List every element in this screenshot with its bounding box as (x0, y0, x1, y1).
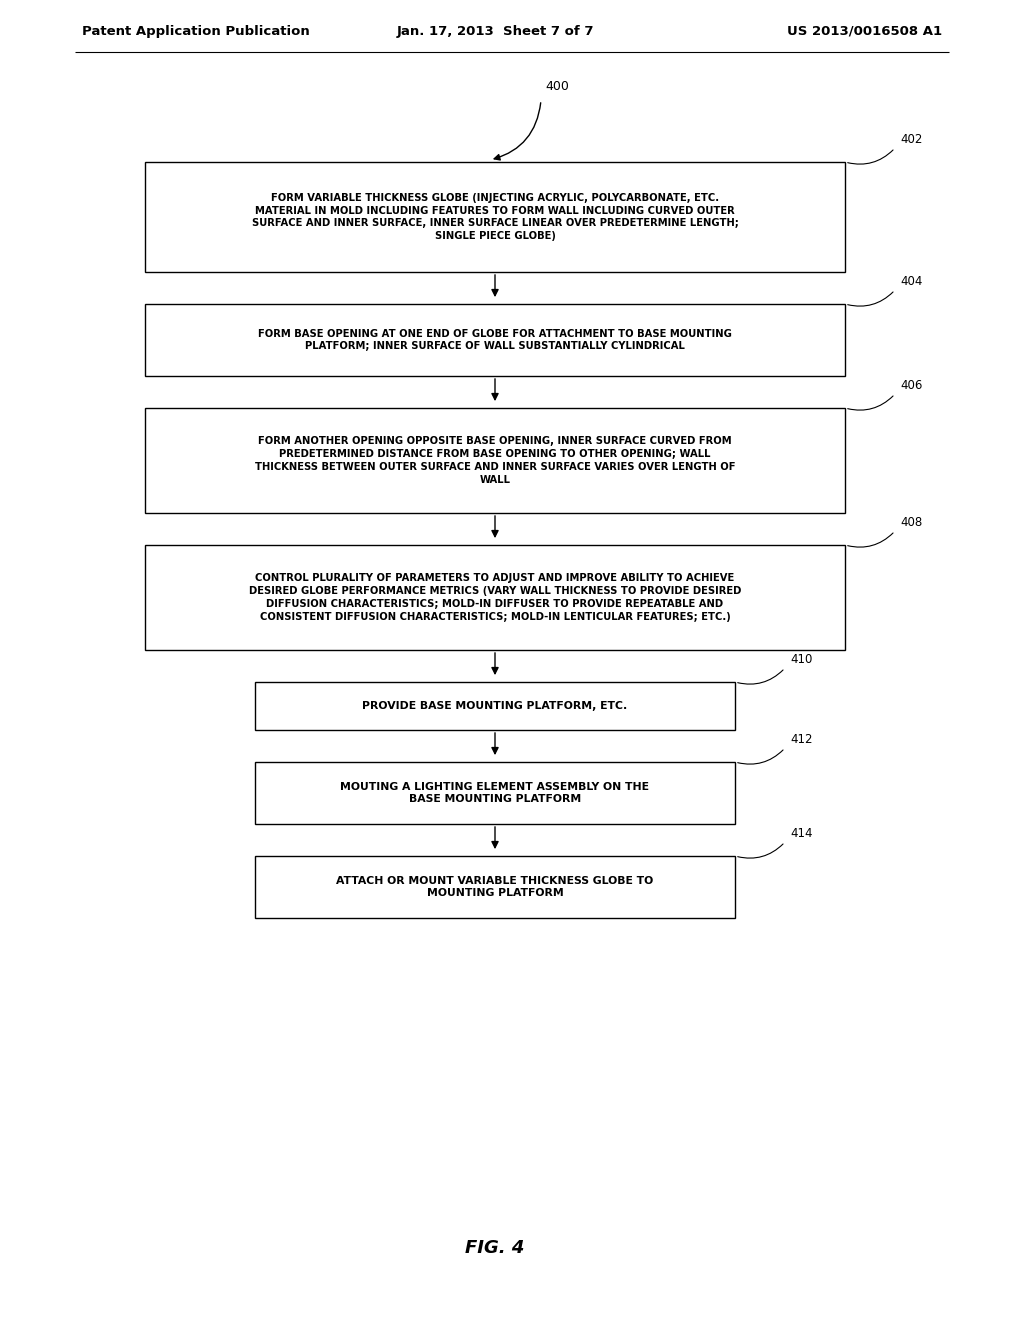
Text: 400: 400 (545, 81, 569, 92)
FancyBboxPatch shape (255, 855, 735, 917)
Text: 404: 404 (900, 275, 923, 288)
FancyBboxPatch shape (255, 682, 735, 730)
Text: PROVIDE BASE MOUNTING PLATFORM, ETC.: PROVIDE BASE MOUNTING PLATFORM, ETC. (362, 701, 628, 711)
Text: 402: 402 (900, 133, 923, 147)
FancyBboxPatch shape (145, 162, 845, 272)
Text: 412: 412 (790, 733, 812, 746)
Text: 406: 406 (900, 379, 923, 392)
Text: FORM BASE OPENING AT ONE END OF GLOBE FOR ATTACHMENT TO BASE MOUNTING
PLATFORM; : FORM BASE OPENING AT ONE END OF GLOBE FO… (258, 329, 732, 351)
FancyBboxPatch shape (145, 304, 845, 376)
Text: FORM ANOTHER OPENING OPPOSITE BASE OPENING, INNER SURFACE CURVED FROM
PREDETERMI: FORM ANOTHER OPENING OPPOSITE BASE OPENI… (255, 437, 735, 484)
Text: Jan. 17, 2013  Sheet 7 of 7: Jan. 17, 2013 Sheet 7 of 7 (396, 25, 594, 38)
Text: FORM VARIABLE THICKNESS GLOBE (INJECTING ACRYLIC, POLYCARBONATE, ETC.
MATERIAL I: FORM VARIABLE THICKNESS GLOBE (INJECTING… (252, 193, 738, 242)
Text: 408: 408 (900, 516, 923, 529)
Text: 410: 410 (790, 653, 812, 667)
FancyBboxPatch shape (145, 408, 845, 513)
FancyBboxPatch shape (255, 762, 735, 824)
Text: Patent Application Publication: Patent Application Publication (82, 25, 309, 38)
FancyBboxPatch shape (145, 545, 845, 649)
Text: CONTROL PLURALITY OF PARAMETERS TO ADJUST AND IMPROVE ABILITY TO ACHIEVE
DESIRED: CONTROL PLURALITY OF PARAMETERS TO ADJUS… (249, 573, 741, 622)
Text: FIG. 4: FIG. 4 (465, 1239, 524, 1257)
Text: MOUTING A LIGHTING ELEMENT ASSEMBLY ON THE
BASE MOUNTING PLATFORM: MOUTING A LIGHTING ELEMENT ASSEMBLY ON T… (341, 781, 649, 804)
Text: ATTACH OR MOUNT VARIABLE THICKNESS GLOBE TO
MOUNTING PLATFORM: ATTACH OR MOUNT VARIABLE THICKNESS GLOBE… (336, 875, 653, 899)
Text: 414: 414 (790, 828, 812, 840)
Text: US 2013/0016508 A1: US 2013/0016508 A1 (786, 25, 942, 38)
